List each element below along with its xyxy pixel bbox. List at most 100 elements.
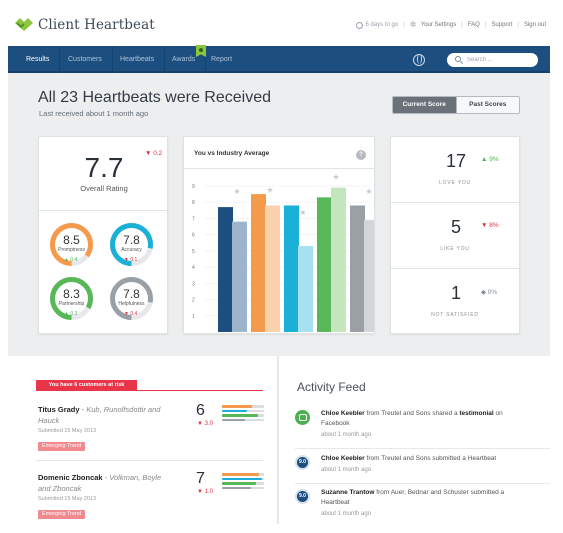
like-you-label: LIKE YOU xyxy=(440,246,470,252)
current-score-button[interactable]: Current Score xyxy=(393,97,456,113)
top-links: 6 days to go | ✲ Your Settings | FAQ | S… xyxy=(355,20,546,29)
metric-donut-promptness[interactable]: 8.5 Promptness ▲ 0.4 xyxy=(49,222,94,267)
nav-awards[interactable]: Awards xyxy=(162,46,207,73)
love-you-delta: ▲ 9% xyxy=(481,156,499,163)
score-badge-icon: 9.0 xyxy=(295,489,310,504)
bar-industry xyxy=(331,187,346,332)
gear-icon: ✲ xyxy=(409,20,417,29)
nav-heartbeats[interactable]: Heartbeats xyxy=(110,46,166,73)
main-nav: Results Customers Heartbeats Awards Repo… xyxy=(8,45,550,73)
love-you-count: 17 xyxy=(445,151,467,171)
emerging-trend-badge: Emerging Trend xyxy=(38,441,86,451)
signout-link[interactable]: Sign out xyxy=(523,22,546,28)
feed-item-time: about 1 month ago xyxy=(321,467,372,473)
bar-you xyxy=(317,197,332,332)
customer-name[interactable]: Titus Grady - Kub, Runolfsdottir and Hau… xyxy=(38,405,161,425)
customer-row[interactable]: Domenic Zboncak - Volkman, Boyle and Zbo… xyxy=(38,470,264,520)
settings-link[interactable]: Your Settings xyxy=(420,22,457,28)
search-input[interactable] xyxy=(467,55,533,65)
metric-value: 7.8 xyxy=(123,233,140,247)
metric-bar-fill xyxy=(222,414,258,417)
faq-link[interactable]: FAQ xyxy=(467,22,480,28)
y-tick-label: 9 xyxy=(192,184,195,190)
y-tick-label: 2 xyxy=(192,298,195,304)
customer-name[interactable]: Domenic Zboncak - Volkman, Boyle and Zbo… xyxy=(38,473,162,493)
customer-score: 7 xyxy=(196,470,205,487)
comparison-chart-card: You vs Industry Average ? 1 2 3 4 5 6 7 8 9 ★ ★ ★ ★ ★ xyxy=(183,136,375,334)
metric-bar xyxy=(222,477,264,480)
metric-label: Promptness xyxy=(58,247,85,253)
benchmark-star-icon: ★ xyxy=(299,208,306,217)
customer-submitted: Submitted 15 May 2013 xyxy=(38,428,97,434)
metric-bar xyxy=(222,409,264,412)
y-tick-label: 6 xyxy=(192,233,195,239)
past-scores-button[interactable]: Past Scores xyxy=(455,97,519,113)
page: Client Heartbeat 6 days to go | ✲ Your S… xyxy=(8,4,550,524)
award-badge-icon xyxy=(196,45,206,57)
bar-industry xyxy=(265,205,280,332)
y-tick-label: 7 xyxy=(192,216,195,222)
help-icon[interactable]: ? xyxy=(356,150,366,160)
not-satisfied-count: 1 xyxy=(450,283,461,303)
metric-bar xyxy=(222,482,264,485)
nav-report[interactable]: Report xyxy=(211,56,233,63)
metric-delta: ▲ 0.4 xyxy=(64,257,78,263)
bar-industry xyxy=(298,246,313,332)
search-icon xyxy=(455,56,461,62)
metric-value: 8.3 xyxy=(63,287,80,301)
metric-donut-helpfulness[interactable]: 7.8 Helpfulness ▼ 0.4 xyxy=(109,276,154,321)
y-tick-label: 1 xyxy=(192,314,195,320)
metric-label: Accuracy xyxy=(121,247,142,253)
y-tick-label: 8 xyxy=(192,200,195,206)
app-title[interactable]: Client Heartbeat xyxy=(38,17,155,33)
metric-delta: ▼ 0.4 xyxy=(124,311,138,317)
y-tick-label: 4 xyxy=(192,265,195,271)
satisfaction-card: 17 ▲ 9% LOVE YOU 5 ▼ 8% LIKE YOU 1 ◆ 0% … xyxy=(390,136,520,334)
customer-row[interactable]: Titus Grady - Kub, Runolfsdottir and Hau… xyxy=(38,402,264,452)
y-tick-label: 5 xyxy=(192,249,195,255)
activity-feed-panel: Activity Feed Chloe Keebler from Treutel… xyxy=(279,356,550,524)
metric-bar-fill xyxy=(222,405,253,408)
at-risk-badge[interactable]: You have 6 customers at risk xyxy=(36,380,137,390)
metric-delta: ▲ 0.3 xyxy=(64,311,78,317)
metric-donut-accuracy[interactable]: 7.8 Accuracy ▼ 0.1 xyxy=(109,222,154,267)
customer-submitted: Submitted 15 May 2013 xyxy=(38,496,97,502)
feed-item-time: about 1 month ago xyxy=(321,511,372,517)
metric-bar xyxy=(222,486,264,489)
not-satisfied-row: 1 ◆ 0% NOT SATISFIED xyxy=(391,269,519,335)
days-to-go: 6 days to go xyxy=(365,22,399,28)
benchmark-star-icon: ★ xyxy=(266,185,273,194)
metric-value: 7.8 xyxy=(123,287,140,301)
bar-you xyxy=(251,194,266,332)
metric-bar-fill xyxy=(222,482,256,485)
bar-you xyxy=(218,207,233,332)
comment-icon xyxy=(295,410,310,425)
support-link[interactable]: Support xyxy=(491,22,513,28)
metric-donut-partnership[interactable]: 8.3 Partnership ▲ 0.3 xyxy=(49,276,94,321)
page-title: All 23 Heartbeats were Received xyxy=(38,89,272,106)
chart-title: You vs Industry Average xyxy=(194,150,270,157)
bar-you xyxy=(284,205,299,332)
not-satisfied-label: NOT SATISFIED xyxy=(431,312,479,318)
feed-item-time: about 1 month ago xyxy=(321,432,372,438)
nav-results[interactable]: Results xyxy=(16,46,61,73)
nav-customers[interactable]: Customers xyxy=(58,46,113,73)
customer-score-delta: ▼ 1.0 xyxy=(197,489,213,495)
bar-you xyxy=(350,205,365,332)
globe-icon[interactable] xyxy=(413,54,425,66)
top-header: Client Heartbeat 6 days to go | ✲ Your S… xyxy=(8,4,550,46)
metric-bar-fill xyxy=(222,418,246,421)
benchmark-star-icon: ★ xyxy=(365,187,372,196)
heartbeat-logo-icon[interactable] xyxy=(14,16,34,32)
bar-industry xyxy=(364,220,374,332)
overall-rating-label: Overall Rating xyxy=(80,184,128,193)
feed-item-text: Suzanne Trantow from Auer, Bednar and Sc… xyxy=(321,488,531,519)
customer-score-delta: ▼ 3.0 xyxy=(197,421,213,427)
customer-metric-bars xyxy=(222,473,264,491)
score-badge-icon: 9.0 xyxy=(295,455,310,470)
search-box[interactable] xyxy=(447,53,538,67)
metric-bar-fill xyxy=(222,409,248,412)
metric-delta: ▼ 0.1 xyxy=(124,257,138,263)
overall-rating-section: 7.7 ▼ 0.2 Overall Rating xyxy=(39,137,167,211)
activity-feed-title: Activity Feed xyxy=(297,380,366,394)
